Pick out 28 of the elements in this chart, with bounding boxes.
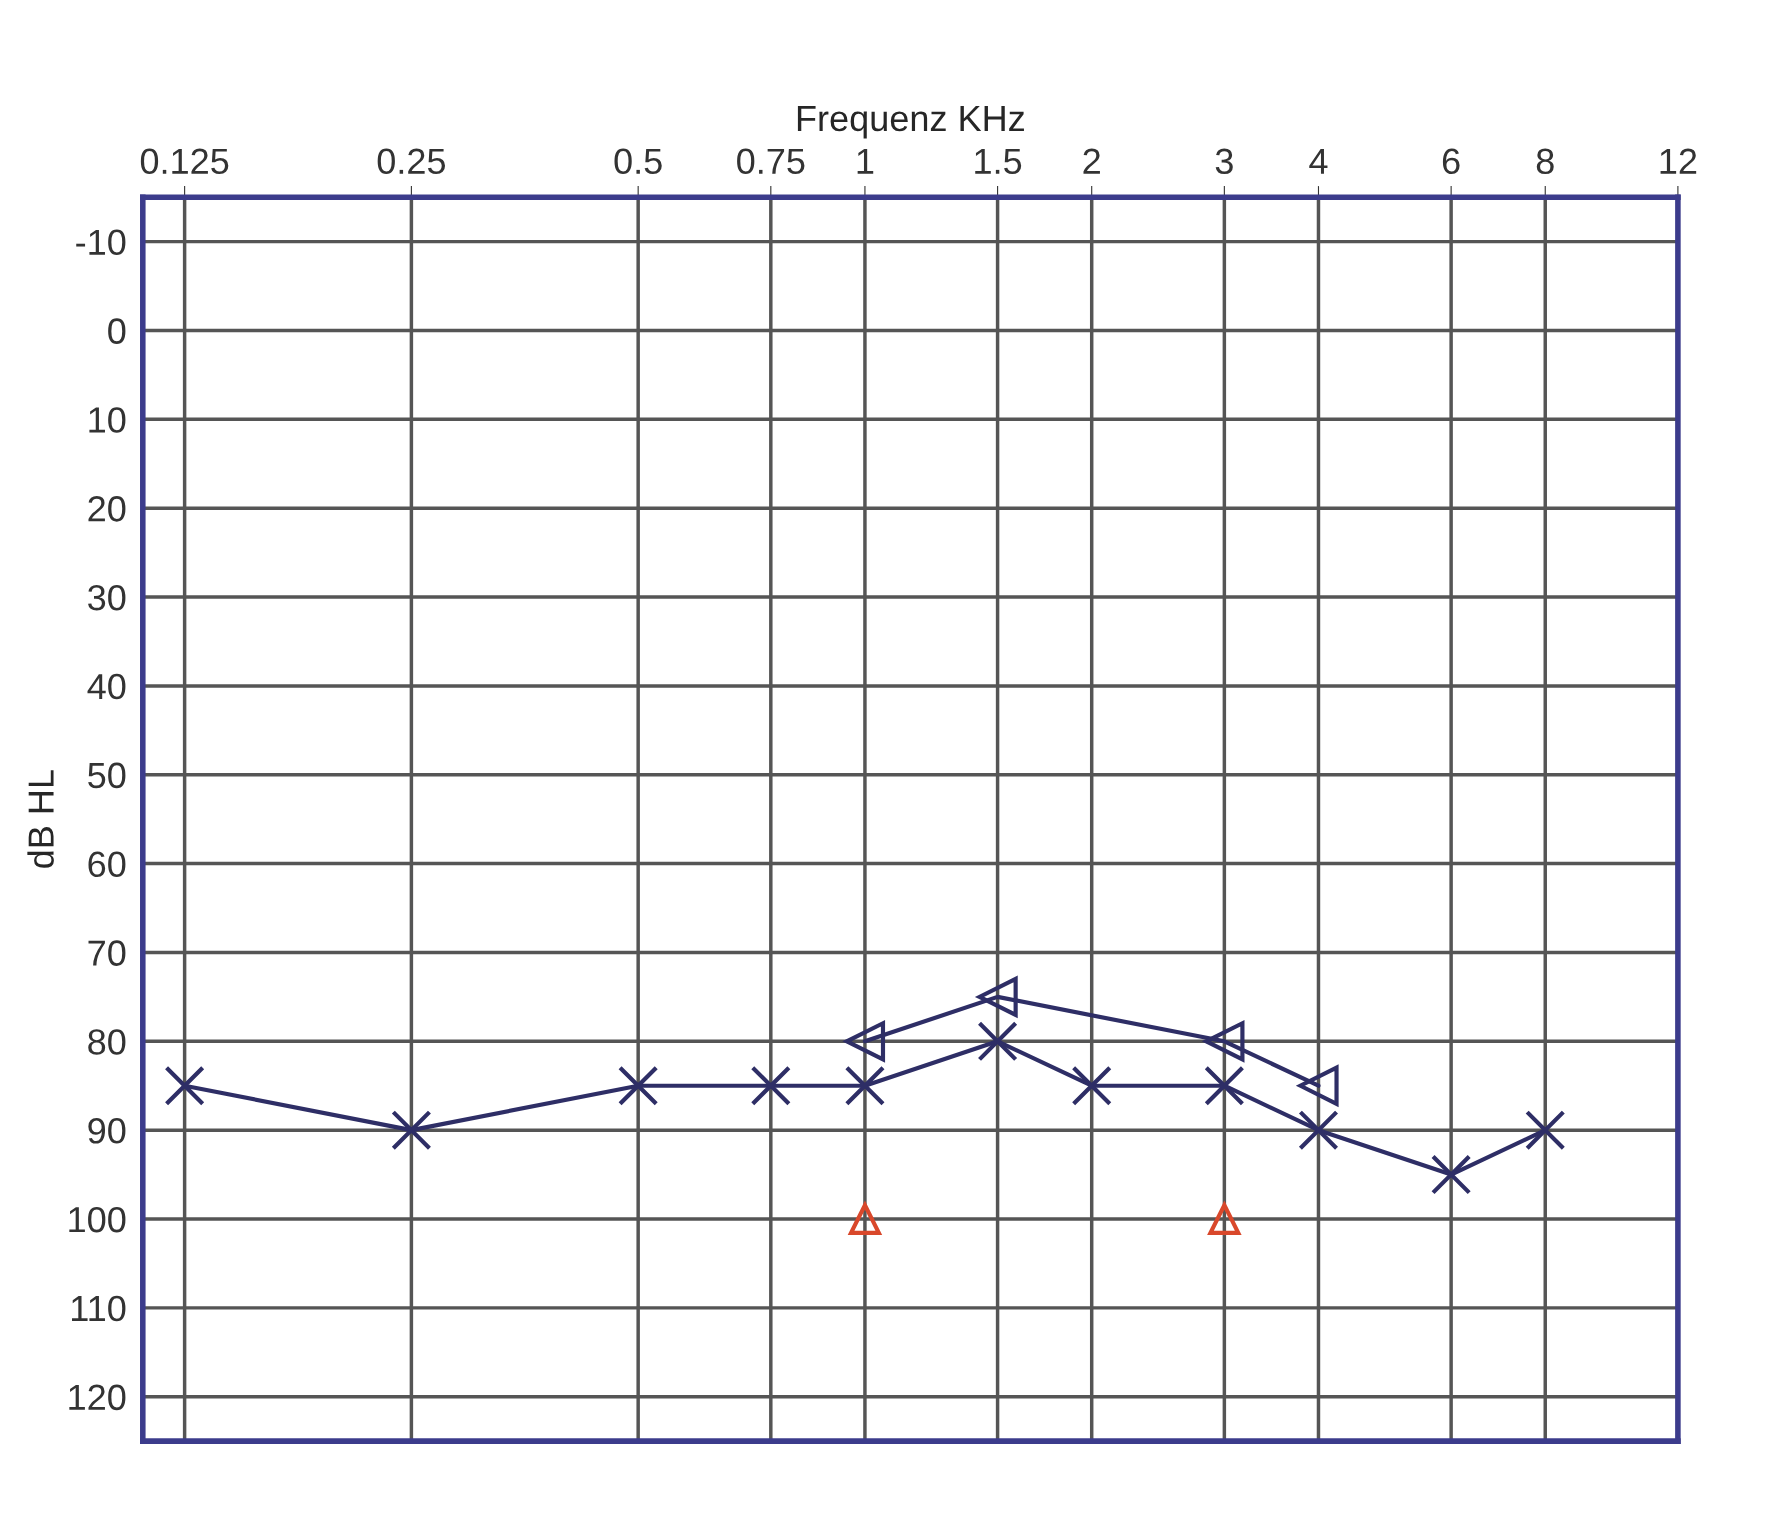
x-tick-label: 1 xyxy=(857,148,874,174)
y-tick-label: 20 xyxy=(88,496,126,522)
y-tick-label: 80 xyxy=(88,1029,126,1055)
x-tick-label: 2 xyxy=(1083,148,1100,174)
x-tick-label: 0.25 xyxy=(377,148,446,175)
y-tick-label: 100 xyxy=(69,1206,126,1233)
x-axis-title: Frequenz KHz xyxy=(797,106,1024,139)
x-tick-label: 0.5 xyxy=(614,148,662,175)
y-tick-label: -10 xyxy=(76,229,126,256)
y-tick-label: 90 xyxy=(88,1118,126,1144)
y-tick-label: 10 xyxy=(89,407,126,433)
x-tick-label: 6 xyxy=(1442,148,1460,175)
x-tick-label: 12 xyxy=(1660,148,1697,174)
x-tick-label: 1.5 xyxy=(975,148,1022,175)
y-tick-label: 50 xyxy=(88,762,126,789)
y-tick-label: 110 xyxy=(72,1295,126,1322)
y-tick-label: 0 xyxy=(108,318,126,344)
y-axis-title: dB HL xyxy=(27,770,54,868)
y-tick-label: 30 xyxy=(88,584,126,611)
x-tick-label: 0.125 xyxy=(140,148,229,175)
x-tick-label: 4 xyxy=(1309,148,1328,174)
y-tick-label: 40 xyxy=(87,673,126,700)
y-tick-label: 70 xyxy=(88,940,126,966)
x-tick-label: 8 xyxy=(1536,148,1554,175)
x-tick-label: 0.75 xyxy=(737,148,805,175)
x-tick-label: 3 xyxy=(1215,148,1233,175)
y-tick-label: 60 xyxy=(88,851,126,878)
y-tick-label: 120 xyxy=(69,1384,126,1411)
